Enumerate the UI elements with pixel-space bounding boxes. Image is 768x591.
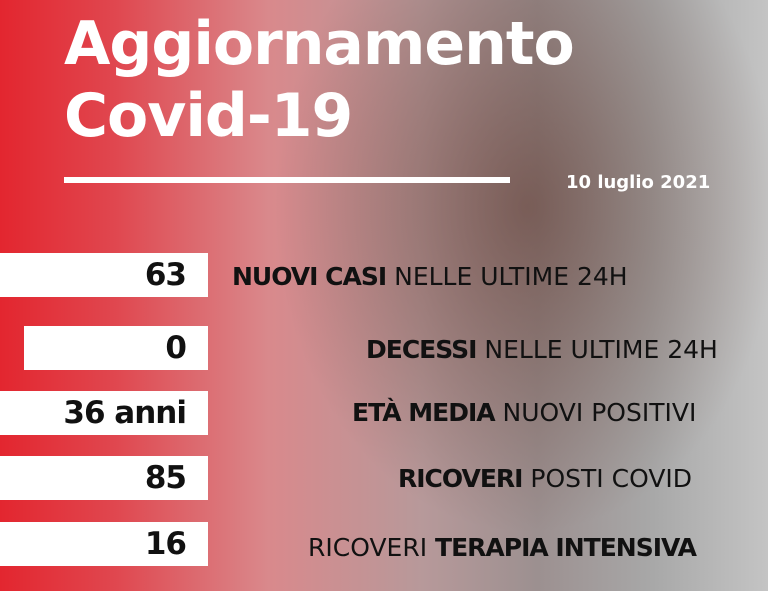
divider bbox=[64, 177, 510, 183]
background-photo bbox=[230, 0, 768, 591]
stat-value-avg-age: 36 anni bbox=[0, 391, 208, 435]
stat-label-icu: RICOVERI TERAPIA INTENSIVA bbox=[308, 533, 697, 562]
title-line2: Covid-19 bbox=[64, 81, 353, 151]
stat-label-new-cases: NUOVI CASI NELLE ULTIME 24H bbox=[232, 262, 628, 291]
stat-value-new-cases: 63 bbox=[0, 253, 208, 297]
stat-label-deaths: DECESSI NELLE ULTIME 24H bbox=[366, 335, 718, 364]
stat-label-hospitalized: RICOVERI POSTI COVID bbox=[398, 464, 693, 493]
stat-value-deaths: 0 bbox=[24, 326, 208, 370]
stat-value-hospitalized: 85 bbox=[0, 456, 208, 500]
title-line1: Aggiornamento bbox=[64, 9, 575, 79]
stat-value-icu: 16 bbox=[0, 522, 208, 566]
stat-label-avg-age: ETÀ MEDIA NUOVI POSITIVI bbox=[352, 398, 697, 427]
date: 10 luglio 2021 bbox=[566, 172, 711, 193]
